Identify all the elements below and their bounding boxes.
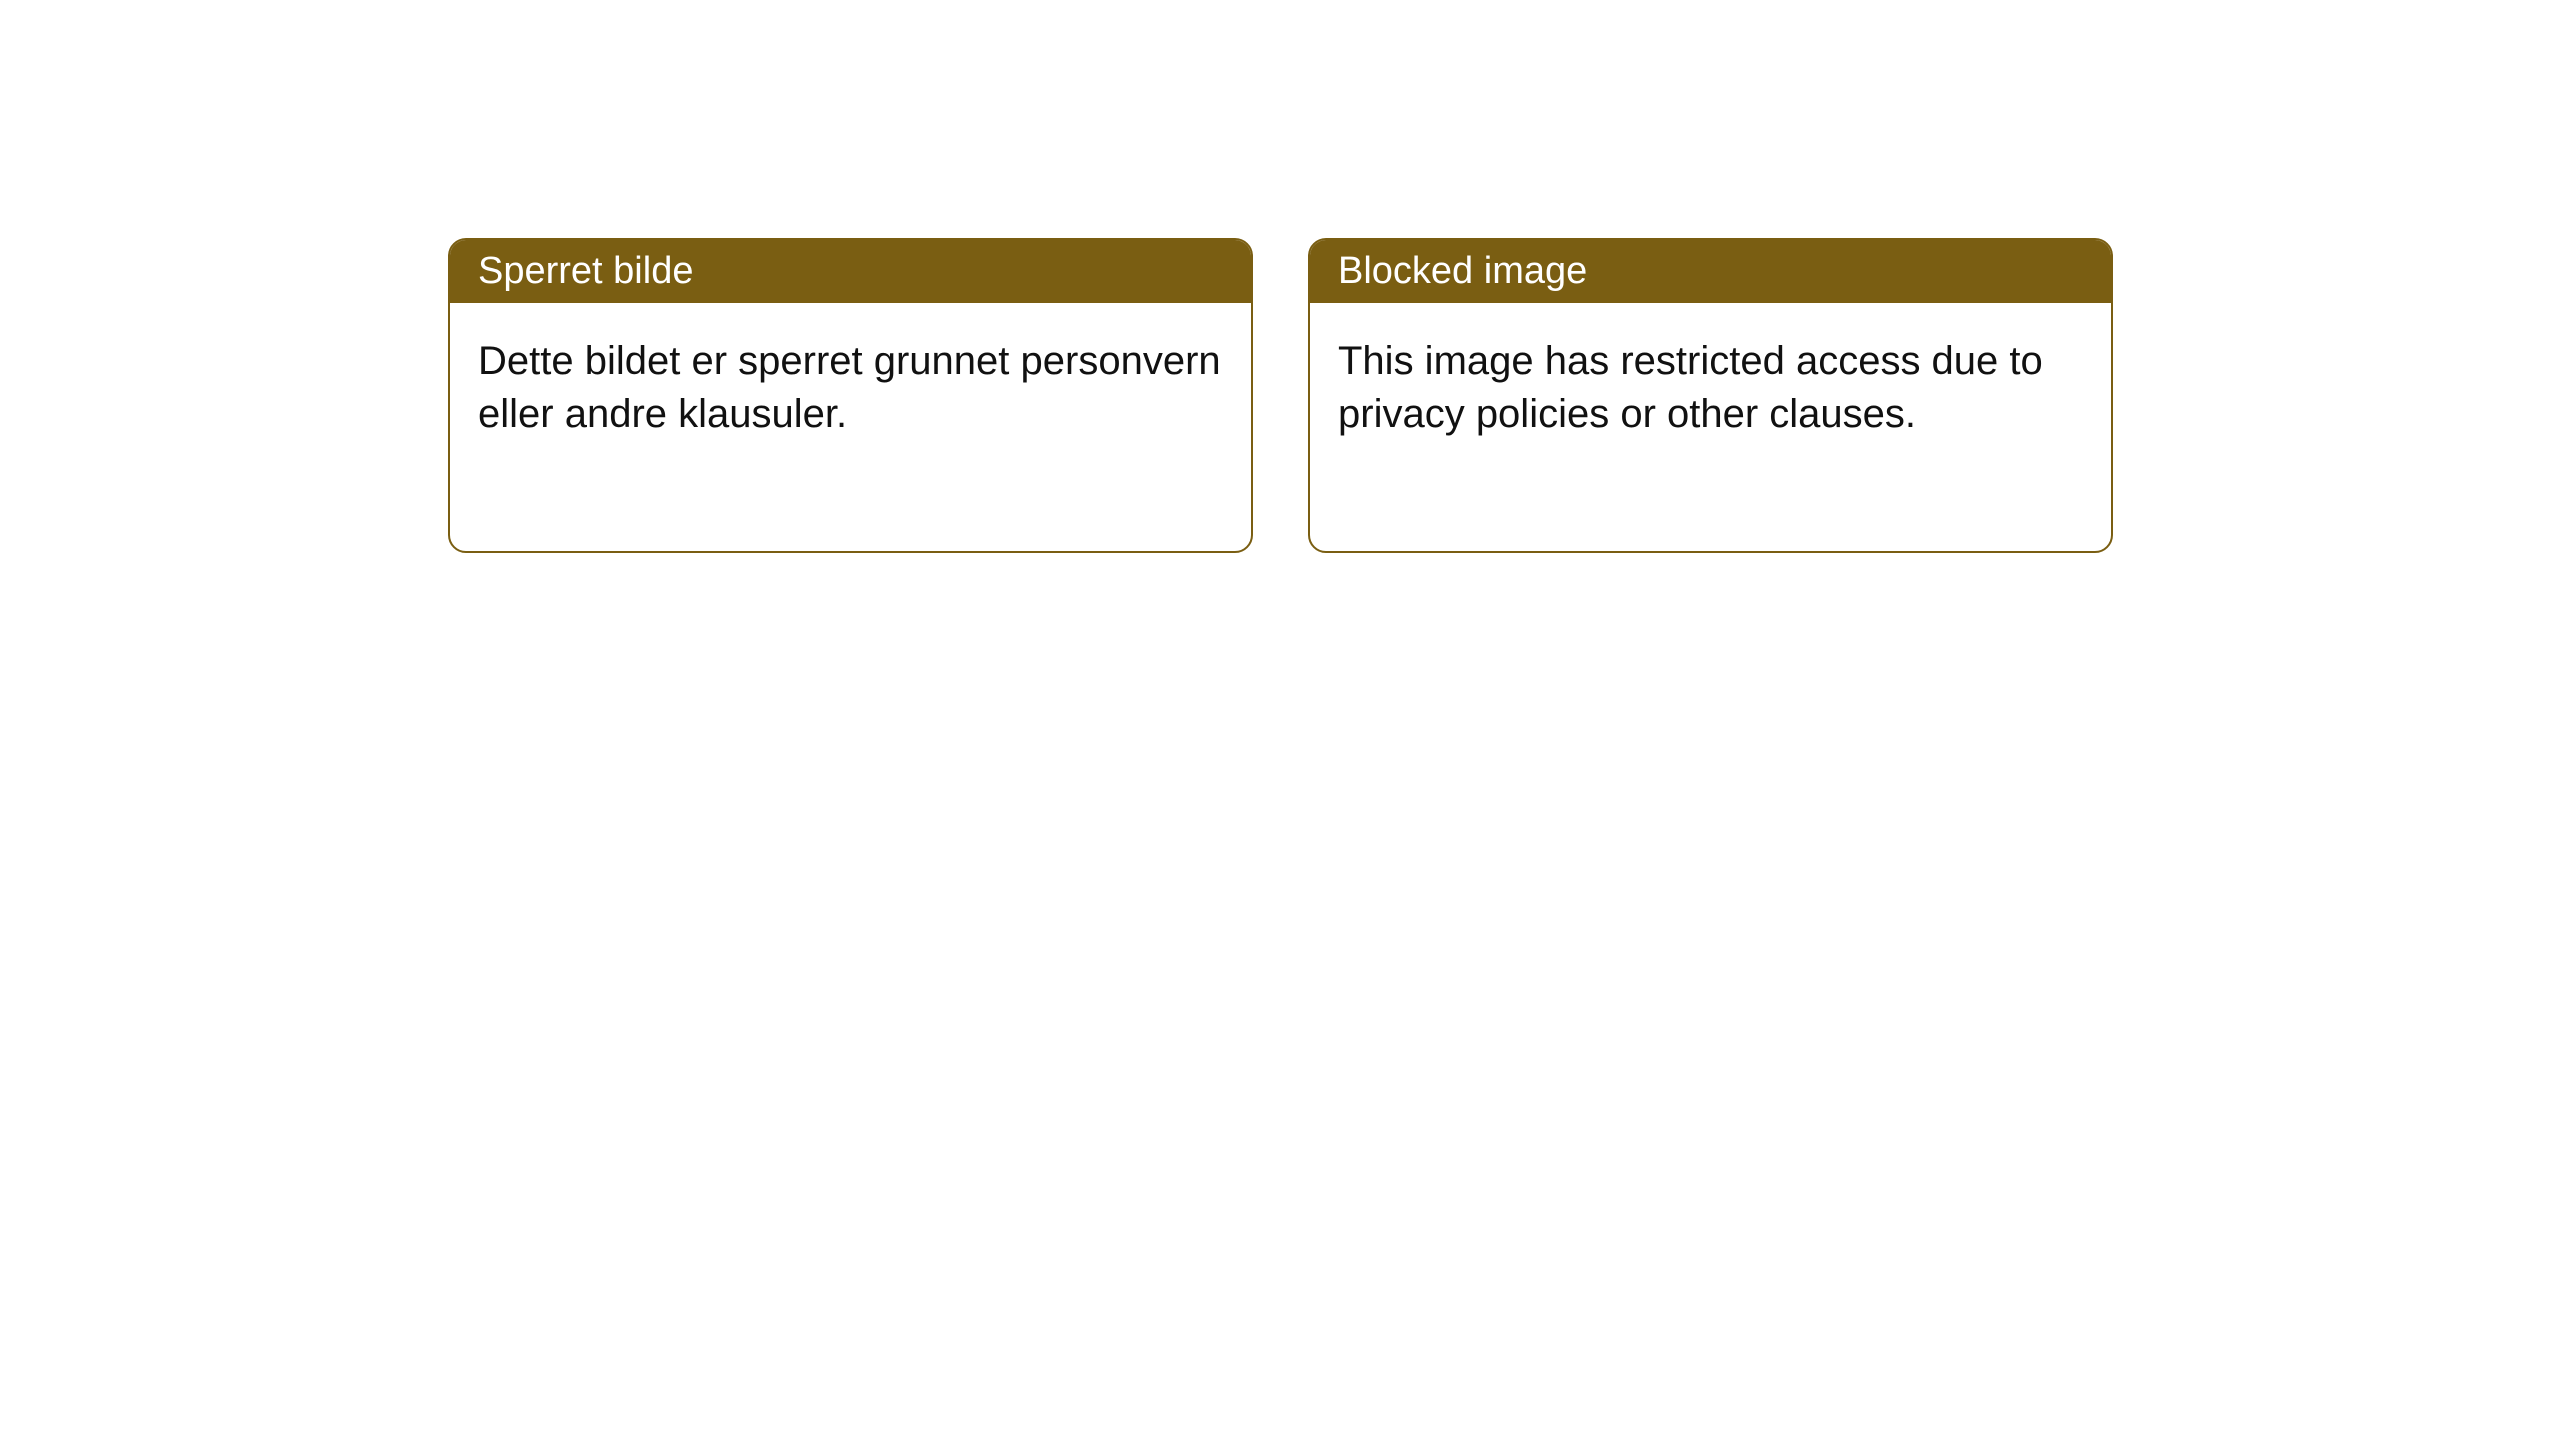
- card-container: Sperret bilde Dette bildet er sperret gr…: [0, 0, 2560, 553]
- card-english: Blocked image This image has restricted …: [1308, 238, 2113, 553]
- card-title: Sperret bilde: [478, 250, 693, 292]
- card-body-text: This image has restricted access due to …: [1338, 339, 2043, 436]
- card-header: Blocked image: [1310, 240, 2111, 303]
- card-header: Sperret bilde: [450, 240, 1251, 303]
- card-body-text: Dette bildet er sperret grunnet personve…: [478, 339, 1221, 436]
- card-title: Blocked image: [1338, 250, 1587, 292]
- card-norwegian: Sperret bilde Dette bildet er sperret gr…: [448, 238, 1253, 553]
- card-body: Dette bildet er sperret grunnet personve…: [450, 303, 1251, 551]
- card-body: This image has restricted access due to …: [1310, 303, 2111, 551]
